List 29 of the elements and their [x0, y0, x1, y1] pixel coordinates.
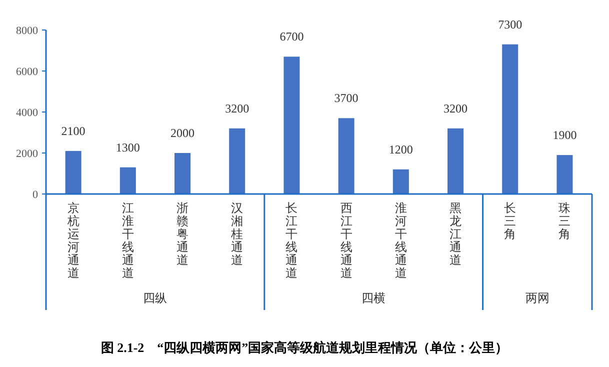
data-label: 6700: [280, 30, 304, 44]
y-tick-label: 4000: [16, 107, 38, 119]
text: 两网: [525, 291, 550, 305]
data-label: 1300: [116, 140, 140, 154]
x-tick-label: 长江干线通道: [286, 201, 298, 280]
x-tick-label: 西江干线通道: [340, 201, 352, 280]
text: 图 2.1-2 “四纵四横两网”国家高等级航道规划里程情况（单位：公里）: [100, 340, 508, 355]
x-tick-label: 黑龙江通道: [450, 201, 462, 267]
x-tick-label: 珠三角: [558, 201, 571, 241]
y-tick-label: 2000: [16, 148, 38, 160]
text: 四横: [362, 291, 386, 305]
x-tick-label: 浙赣粤通道: [176, 201, 188, 267]
data-label: 3200: [444, 101, 468, 116]
data-label: 2000: [170, 126, 194, 140]
data-label: 3700: [334, 91, 358, 106]
data-label: 1900: [552, 128, 577, 142]
text: 四纵: [143, 291, 168, 305]
x-tick-label: 汉湘桂通道: [231, 201, 244, 267]
x-tick-label: 江淮干线通道: [122, 201, 134, 280]
y-tick-label: 0: [32, 189, 38, 201]
y-tick-label: 6000: [16, 66, 38, 78]
x-tick-label: 长三角: [504, 201, 516, 241]
data-label: 2100: [61, 124, 86, 138]
data-label: 3200: [225, 101, 250, 116]
x-tick-label: 京杭运河通道: [67, 201, 80, 280]
data-label: 7300: [498, 17, 522, 32]
y-tick-label: 8000: [16, 25, 38, 37]
x-tick-label: 淮河干线通道: [394, 201, 407, 280]
data-label: 1200: [388, 142, 413, 156]
